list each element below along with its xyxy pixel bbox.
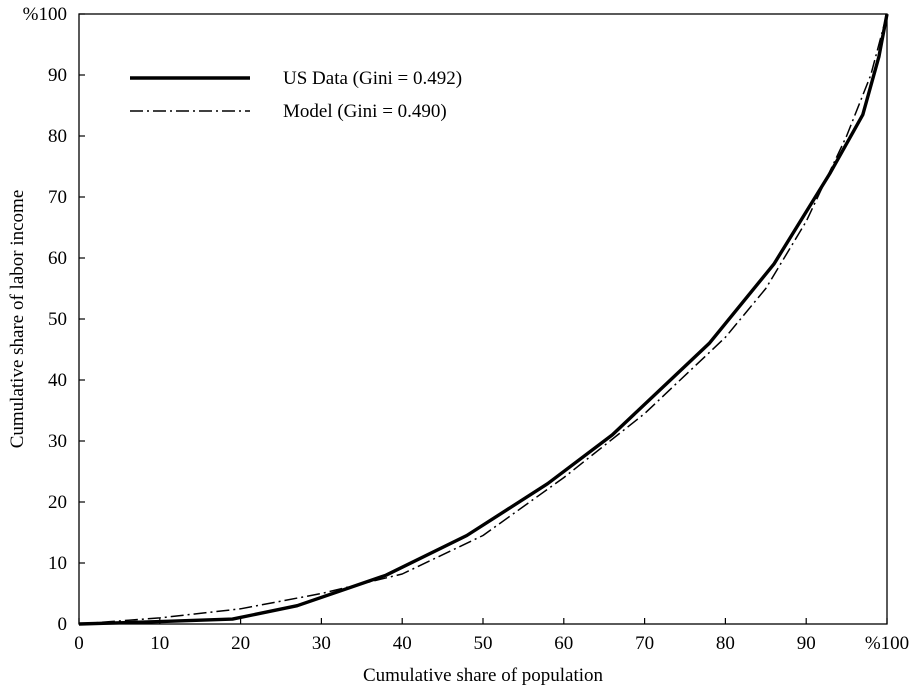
y-tick-label: 50 bbox=[48, 309, 67, 330]
legend-label: Model (Gini = 0.490) bbox=[283, 101, 447, 122]
y-tick-label: 60 bbox=[48, 248, 67, 269]
x-tick-label: %100 bbox=[865, 633, 909, 654]
y-tick-label: 20 bbox=[48, 492, 67, 513]
y-axis-title: Cumulative share of labor income bbox=[7, 190, 28, 449]
y-tick-label: 90 bbox=[48, 65, 67, 86]
x-tick-label: 0 bbox=[74, 633, 84, 654]
y-tick-label: 0 bbox=[58, 614, 68, 635]
legend: US Data (Gini = 0.492) Model (Gini = 0.49… bbox=[130, 68, 462, 122]
y-tick-label: 70 bbox=[48, 187, 67, 208]
plot-frame bbox=[78, 13, 888, 625]
y-tick-label: 30 bbox=[48, 431, 67, 452]
x-tick-label: 90 bbox=[797, 633, 816, 654]
x-tick-label: 20 bbox=[231, 633, 250, 654]
x-tick-label: 50 bbox=[474, 633, 493, 654]
y-tick-label: %100 bbox=[23, 4, 67, 25]
series-lines bbox=[78, 13, 889, 626]
axis-ticks bbox=[78, 13, 888, 625]
x-tick-label: 40 bbox=[393, 633, 412, 654]
y-tick-labels: 0 10 20 30 40 50 60 70 80 90 %100 bbox=[23, 4, 67, 635]
x-tick-label: 70 bbox=[635, 633, 654, 654]
x-axis-title: Cumulative share of population bbox=[363, 665, 604, 686]
x-tick-labels: 0 10 20 30 40 50 60 70 80 90 %100 bbox=[74, 633, 909, 654]
x-tick-label: 30 bbox=[312, 633, 331, 654]
x-tick-label: 10 bbox=[150, 633, 169, 654]
y-tick-label: 10 bbox=[48, 553, 67, 574]
x-tick-label: 60 bbox=[554, 633, 573, 654]
legend-label: US Data (Gini = 0.492) bbox=[283, 68, 462, 89]
y-tick-label: 80 bbox=[48, 126, 67, 147]
series-line-model bbox=[78, 13, 888, 625]
y-tick-label: 40 bbox=[48, 370, 67, 391]
x-tick-label: 80 bbox=[716, 633, 735, 654]
series-line-us-data bbox=[78, 13, 889, 626]
